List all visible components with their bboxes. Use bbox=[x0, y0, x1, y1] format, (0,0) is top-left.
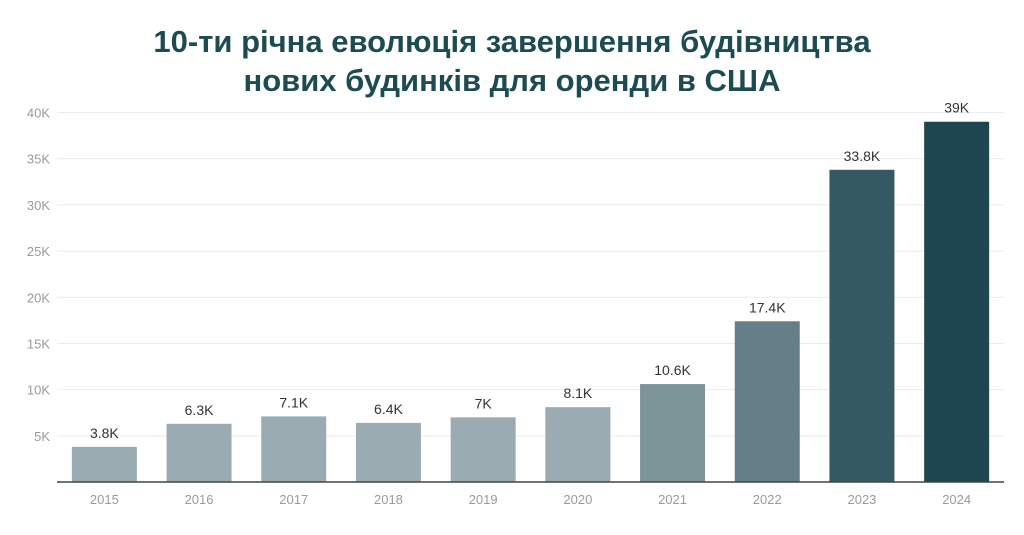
bar-2020 bbox=[545, 407, 611, 482]
y-tick-label: 25K bbox=[27, 244, 50, 259]
x-tick-label: 2020 bbox=[563, 492, 592, 507]
x-tick-label: 2021 bbox=[658, 492, 687, 507]
data-label: 39K bbox=[944, 100, 970, 116]
bar-2021 bbox=[640, 384, 706, 482]
data-label: 10.6K bbox=[654, 362, 691, 378]
bar-2017 bbox=[261, 416, 327, 482]
bar-2022 bbox=[734, 321, 800, 482]
x-tick-label: 2015 bbox=[90, 492, 119, 507]
data-label: 17.4K bbox=[749, 299, 786, 315]
x-tick-label: 2019 bbox=[469, 492, 498, 507]
chart-title: 10-ти річна еволюція завершення будівниц… bbox=[0, 22, 1024, 100]
x-tick-label: 2018 bbox=[374, 492, 403, 507]
bar-2024 bbox=[924, 121, 990, 483]
y-tick-label: 5K bbox=[34, 429, 50, 444]
x-tick-label: 2023 bbox=[847, 492, 876, 507]
x-tick-label: 2017 bbox=[279, 492, 308, 507]
data-label: 7K bbox=[475, 395, 493, 411]
data-label: 3.8K bbox=[90, 425, 119, 441]
y-tick-label: 35K bbox=[27, 152, 50, 167]
x-tick-label: 2024 bbox=[942, 492, 971, 507]
data-label: 33.8K bbox=[844, 148, 881, 164]
x-tick-label: 2022 bbox=[753, 492, 782, 507]
bar-2016 bbox=[166, 423, 232, 482]
bar-2023 bbox=[829, 169, 895, 482]
data-label: 8.1K bbox=[563, 385, 592, 401]
title-line-2: нових будинків для оренди в США bbox=[243, 63, 781, 98]
data-label: 6.3K bbox=[185, 402, 214, 418]
bar-2015 bbox=[71, 446, 137, 482]
title-line-1: 10-ти річна еволюція завершення будівниц… bbox=[153, 24, 871, 59]
data-label: 7.1K bbox=[279, 394, 308, 410]
y-tick-label: 40K bbox=[27, 106, 50, 121]
y-tick-label: 15K bbox=[27, 336, 50, 351]
x-tick-label: 2016 bbox=[185, 492, 214, 507]
bar-2018 bbox=[355, 422, 421, 482]
y-tick-label: 10K bbox=[27, 383, 50, 398]
y-tick-label: 30K bbox=[27, 198, 50, 213]
data-label: 6.4K bbox=[374, 401, 403, 417]
y-tick-label: 20K bbox=[27, 290, 50, 305]
bar-2019 bbox=[450, 417, 516, 482]
